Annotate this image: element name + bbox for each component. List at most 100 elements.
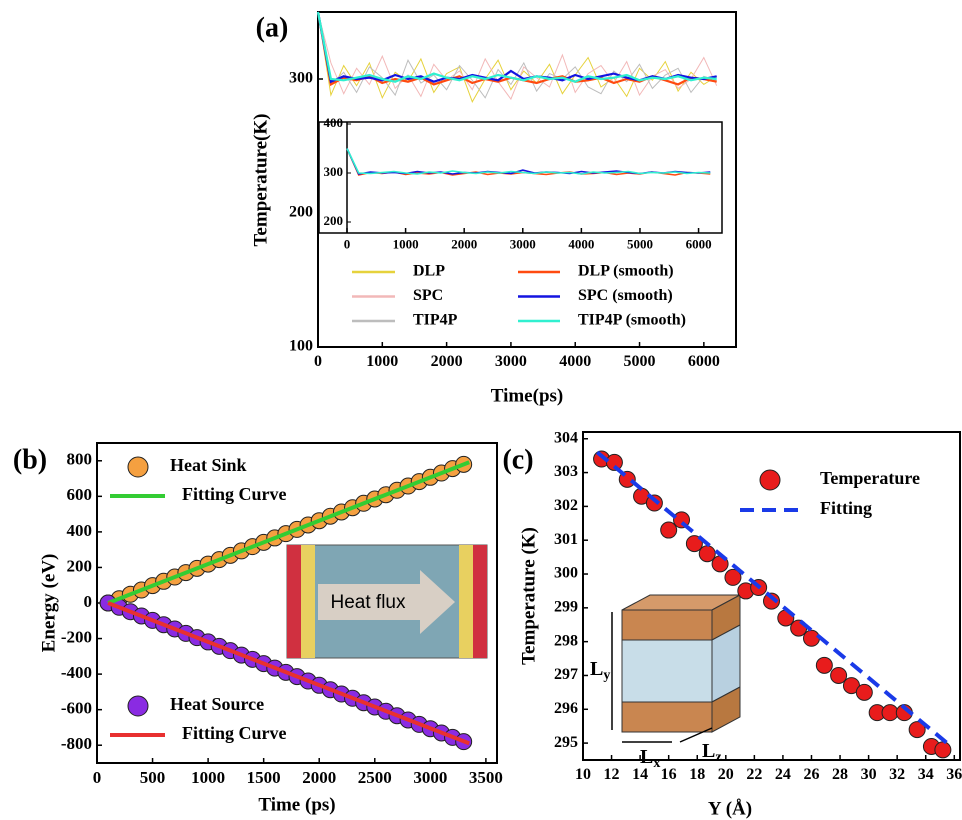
point [815, 656, 833, 674]
heat-flux-inset: Heat flux [286, 544, 488, 659]
inset-arrow [318, 570, 455, 634]
y-tick-label: 302 [554, 497, 578, 514]
x-tick-label: 2000 [431, 353, 463, 370]
legend-marker [127, 456, 149, 478]
x-axis-title: Y (Å) [708, 798, 752, 819]
dim-sub: y [603, 668, 610, 683]
x-tick-label: 3000 [495, 353, 527, 370]
legend-label: Temperature [820, 468, 920, 488]
panel-label: (c) [502, 444, 533, 475]
x-tick-label: 5000 [627, 236, 653, 251]
fit-line [107, 460, 470, 605]
legend-label: Fitting Curve [182, 484, 286, 504]
x-tick-label: 10 [575, 766, 591, 783]
x-tick-label: 0 [344, 236, 351, 251]
plot-frame [317, 11, 737, 348]
y-tick-label: 0 [84, 592, 93, 611]
plot-frame [582, 431, 961, 761]
x-tick-label: 14 [632, 766, 648, 783]
x-tick-label: 32 [889, 766, 905, 783]
y-tick-label: 200 [67, 556, 93, 575]
point [881, 704, 899, 722]
legend-label: TIP4P (smooth) [578, 312, 686, 329]
x-tick-label: 0 [314, 353, 322, 370]
dim-sub: z [715, 750, 721, 765]
inset-dim-label: Ly [590, 658, 610, 684]
box-inset: Ly Lx Lz [590, 594, 741, 772]
x-tick-label: 20 [718, 766, 734, 783]
legend-marker [127, 695, 149, 717]
legend-label: Fitting Curve [182, 723, 286, 743]
x-tick-label: 18 [689, 766, 705, 783]
y-tick-label: 298 [554, 632, 578, 649]
dim-sub: x [653, 756, 660, 771]
x-tick-label: 22 [746, 766, 762, 783]
y-tick-label: 400 [324, 115, 344, 130]
inset-slab [473, 545, 487, 658]
x-tick-label: 500 [140, 768, 166, 787]
y-tick-label: -400 [61, 663, 92, 682]
y-tick-label: 299 [554, 599, 578, 616]
y-tick-label: 296 [554, 700, 578, 717]
y-tick-label: 600 [67, 485, 93, 504]
inset-slab [301, 545, 315, 658]
legend-label: TIP4P [413, 312, 458, 329]
legend-label: SPC (smooth) [578, 287, 673, 304]
x-tick-label: 34 [918, 766, 934, 783]
inset-series-line [346, 148, 711, 175]
legend-label: Heat Source [170, 694, 264, 714]
point [830, 666, 848, 684]
legend-label: DLP (smooth) [578, 263, 674, 280]
point [802, 629, 820, 647]
y-tick-label: -800 [61, 734, 92, 753]
y-tick-label: 297 [554, 666, 578, 683]
x-tick-label: 24 [775, 766, 791, 783]
point [855, 683, 873, 701]
inset-face [621, 639, 713, 703]
y-tick-label: 800 [67, 450, 93, 469]
y-tick-label: -600 [61, 699, 92, 718]
x-tick-label: 1000 [191, 768, 225, 787]
inset-slab [459, 545, 473, 658]
y-tick-label: 100 [289, 338, 313, 355]
panel-label: (a) [256, 12, 289, 43]
x-tick-label: 1000 [393, 236, 419, 251]
dim-main: L [702, 740, 715, 762]
point [763, 592, 780, 610]
y-axis-title: Energy (eV) [38, 554, 59, 653]
point [685, 535, 703, 553]
inset-arrow [679, 727, 713, 743]
legend-label: Heat Sink [170, 455, 247, 475]
dim-main: L [590, 658, 603, 680]
inset-face [621, 609, 713, 641]
series-line [317, 11, 717, 103]
y-tick-label: 300 [554, 565, 578, 582]
x-tick-label: 6000 [688, 353, 720, 370]
x-tick-label: 16 [661, 766, 677, 783]
y-tick-label: 301 [554, 531, 578, 548]
series-line [316, 11, 717, 83]
panel-label: (b) [13, 444, 47, 475]
x-tick-label: 5000 [624, 353, 656, 370]
y-tick-label: 200 [324, 213, 344, 228]
y-axis-title: Temperature (K) [518, 527, 539, 665]
plot-frame [96, 442, 498, 764]
fit-line [107, 601, 470, 746]
legend-label: DLP [413, 263, 445, 280]
x-axis-title: Time(ps) [491, 385, 563, 406]
inset-slab [287, 545, 301, 658]
x-tick-label: 2000 [451, 236, 477, 251]
y-tick-label: 400 [67, 521, 93, 540]
x-tick-label: 3500 [469, 768, 503, 787]
legend-label: Fitting [820, 498, 872, 518]
series-line [316, 11, 717, 84]
x-tick-label: 2500 [358, 768, 392, 787]
y-tick-label: 300 [324, 164, 344, 179]
x-tick-label: 12 [604, 766, 620, 783]
x-tick-label: 1000 [366, 353, 398, 370]
y-tick-label: 303 [554, 463, 578, 480]
y-tick-label: 300 [289, 70, 313, 87]
inset-dim-label: Lx [640, 746, 660, 772]
